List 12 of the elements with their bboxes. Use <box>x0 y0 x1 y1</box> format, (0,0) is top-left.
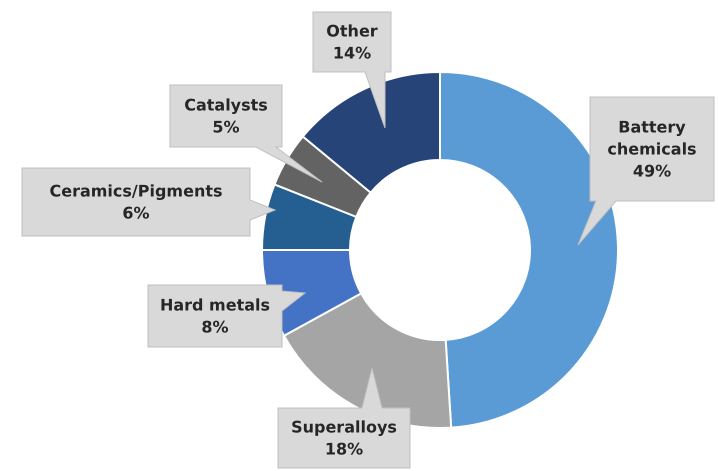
data-label: 18% <box>324 440 364 458</box>
slice-label: Catalysts <box>184 96 268 114</box>
data-label: 6% <box>122 204 150 222</box>
data-label: 8% <box>201 318 229 336</box>
slice-label: Ceramics/Pigments <box>49 182 223 200</box>
slice-label: Hard metals <box>160 296 270 314</box>
data-label: 49% <box>632 162 672 180</box>
slice-label: Other <box>326 22 378 40</box>
data-label: 14% <box>332 44 372 62</box>
data-label: 5% <box>212 118 240 136</box>
slice-label: Superalloys <box>291 418 397 436</box>
slice-label: Battery chemicals <box>607 118 697 158</box>
